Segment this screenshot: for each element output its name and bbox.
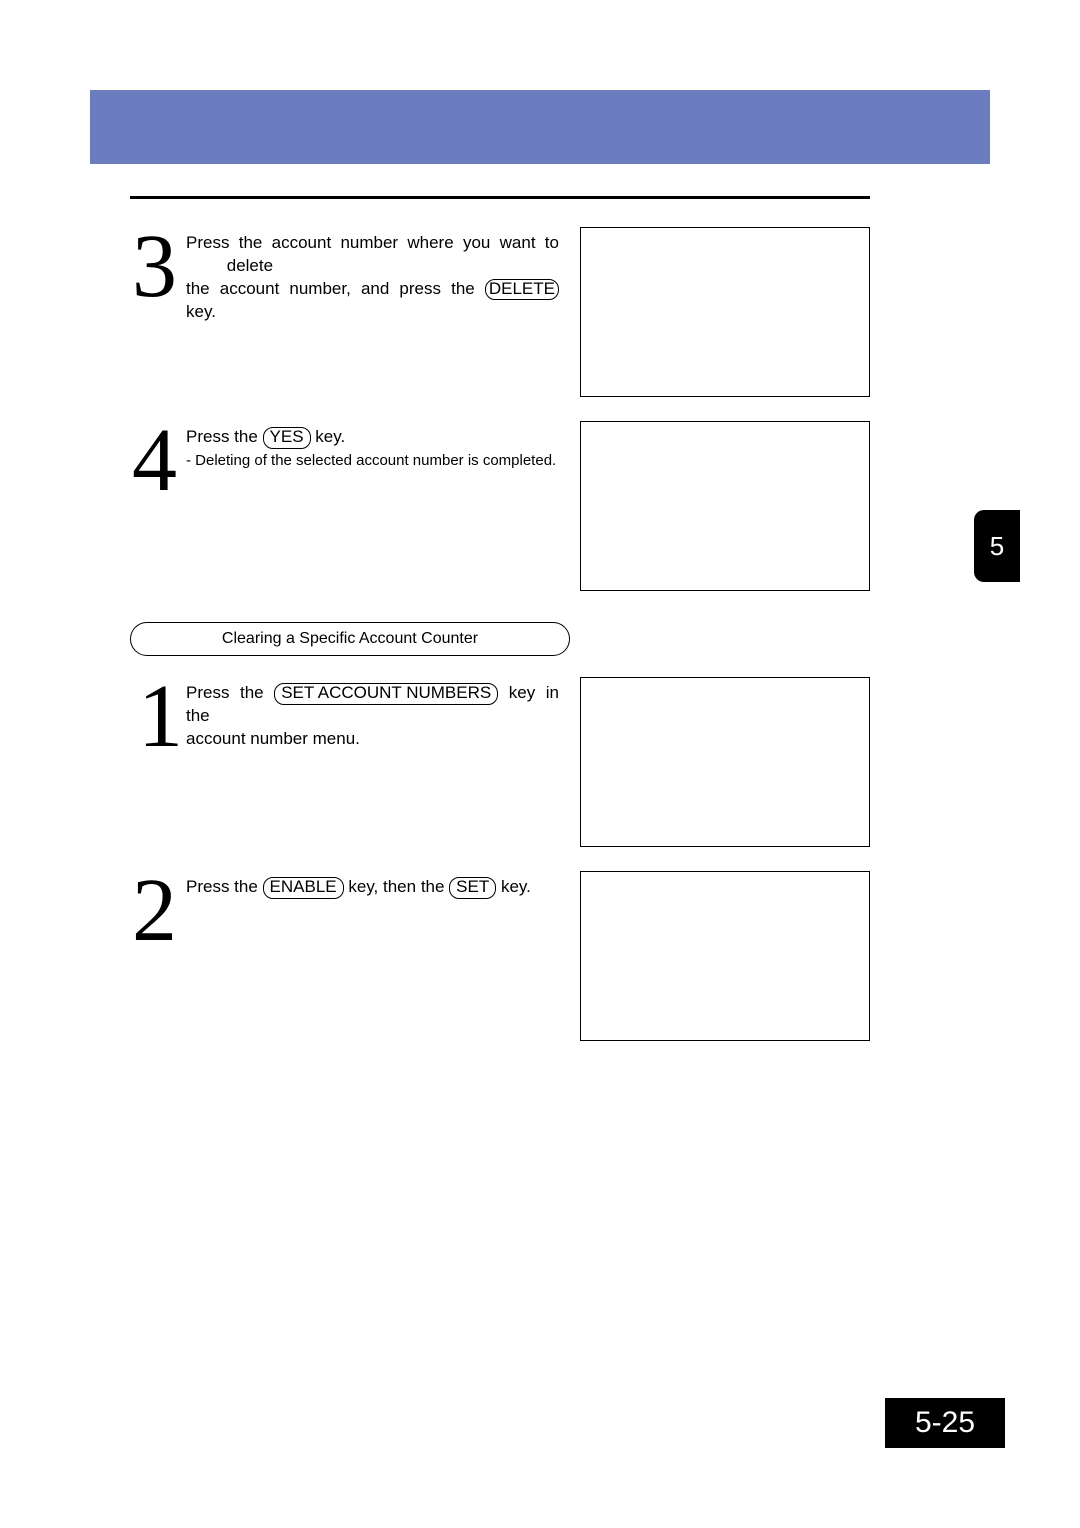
page-number: 5-25: [885, 1398, 1005, 1448]
step-text: Press the ENABLE key, then the SET key.: [186, 876, 586, 899]
text-run: - Deleting of the selected account numbe…: [186, 452, 556, 469]
step-number: 4: [132, 416, 177, 506]
figure-placeholder: [580, 421, 870, 591]
step-text: Press the SET ACCOUNT NUMBERS key in the…: [186, 682, 559, 751]
text-run: Press the: [186, 427, 263, 446]
step-number: 1: [138, 672, 183, 762]
section-heading: Clearing a Specific Account Counter: [130, 622, 570, 656]
step-text: Press the account number where you want …: [186, 232, 559, 324]
text-run: Press the account number where you want …: [186, 233, 559, 252]
enable-key-label: ENABLE: [263, 877, 344, 899]
delete-key-label: DELETE: [485, 279, 559, 300]
section-heading-wrap: Clearing a Specific Account Counter: [130, 622, 570, 656]
figure-placeholder: [580, 677, 870, 847]
step-text: Press the YES key. - Deleting of the sel…: [186, 426, 586, 472]
top-rule: [130, 196, 870, 199]
text-run: key, then the: [344, 877, 450, 896]
set-key-label: SET: [449, 877, 496, 899]
step-number: 2: [132, 866, 177, 956]
text-run: delete: [227, 256, 273, 275]
chapter-tab: 5: [974, 510, 1020, 582]
text-run: Press the: [186, 683, 274, 702]
yes-key-label: YES: [263, 427, 311, 449]
text-run: key.: [496, 877, 531, 896]
set-account-numbers-key-label: SET ACCOUNT NUMBERS: [274, 683, 498, 705]
text-run: account number menu.: [186, 729, 360, 748]
text-run: the account number, and press the: [186, 279, 485, 298]
text-run: key.: [311, 427, 346, 446]
page: 3 Press the account number where you wan…: [0, 0, 1080, 1528]
text-run: Press the: [186, 877, 263, 896]
header-bar: [90, 90, 990, 164]
step-number: 3: [132, 222, 177, 312]
figure-placeholder: [580, 871, 870, 1041]
text-run: key.: [186, 302, 216, 321]
figure-placeholder: [580, 227, 870, 397]
